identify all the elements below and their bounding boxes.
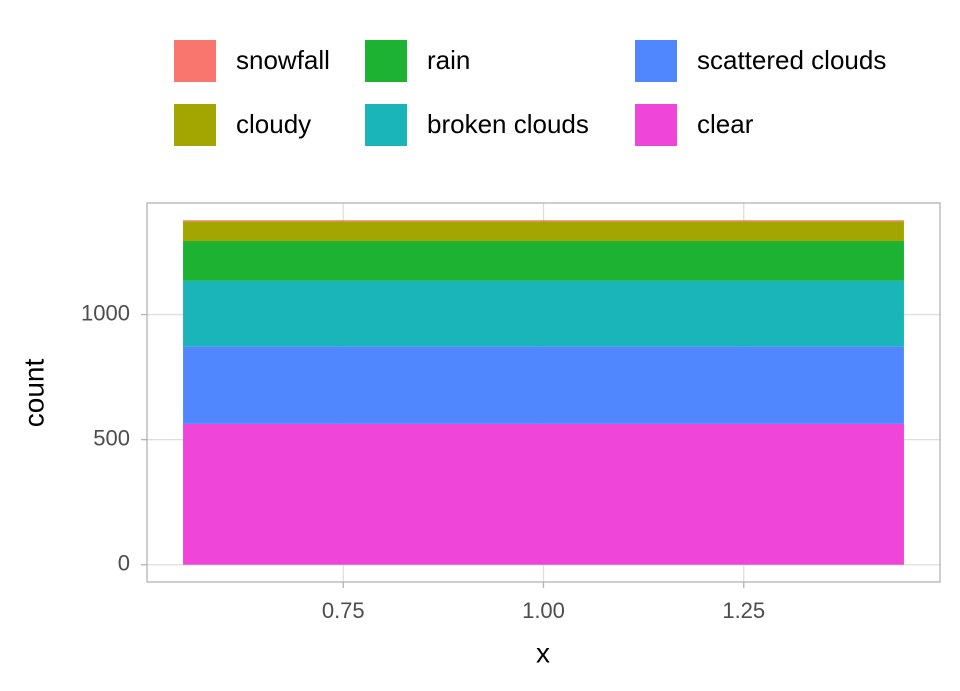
legend-key bbox=[174, 40, 216, 82]
y-tick-label: 1000 bbox=[81, 300, 130, 325]
bar-segment bbox=[183, 241, 904, 281]
bar-segment bbox=[183, 423, 904, 565]
legend-key bbox=[365, 40, 407, 82]
legend-label: broken clouds bbox=[427, 109, 589, 139]
y-tick-label: 0 bbox=[118, 551, 130, 576]
bar-segment bbox=[183, 280, 904, 347]
panel-border bbox=[146, 202, 941, 583]
legend-label: clear bbox=[697, 109, 754, 139]
legend-key bbox=[635, 104, 677, 146]
bar-segment bbox=[183, 221, 904, 242]
x-tick-label: 1.00 bbox=[522, 598, 565, 623]
x-tick-label: 0.75 bbox=[322, 598, 365, 623]
y-tick-label: 500 bbox=[93, 425, 130, 450]
legend-key bbox=[635, 40, 677, 82]
legend-label: cloudy bbox=[236, 109, 311, 139]
legend-label: snowfall bbox=[236, 45, 330, 75]
x-tick-label: 1.25 bbox=[722, 598, 765, 623]
bar-segment bbox=[183, 346, 904, 424]
legend-label: rain bbox=[427, 45, 470, 75]
bar-segment bbox=[183, 220, 904, 222]
legend-key bbox=[174, 104, 216, 146]
legend-label: scattered clouds bbox=[697, 45, 886, 75]
y-axis-title: count bbox=[18, 359, 49, 428]
x-axis-title: x bbox=[536, 637, 550, 668]
legend-key bbox=[365, 104, 407, 146]
